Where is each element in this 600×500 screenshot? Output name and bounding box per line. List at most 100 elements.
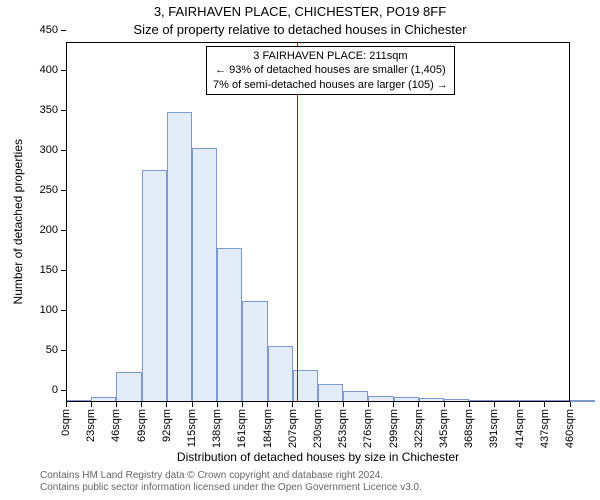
y-tick-label: 250 xyxy=(40,184,58,196)
x-tick-label: 368sqm xyxy=(463,409,475,448)
y-tick-label: 150 xyxy=(40,264,58,276)
x-tick-label: 230sqm xyxy=(312,409,324,448)
x-tick-mark xyxy=(166,402,167,407)
x-tick-mark xyxy=(141,402,142,407)
x-tick-label: 161sqm xyxy=(236,409,248,448)
x-tick: 437sqm xyxy=(539,402,551,448)
x-tick: 322sqm xyxy=(413,402,425,448)
x-tick: 138sqm xyxy=(211,402,223,448)
x-tick-mark xyxy=(544,402,545,407)
x-tick-mark xyxy=(217,402,218,407)
x-tick: 92sqm xyxy=(161,402,173,442)
x-tick: 115sqm xyxy=(186,402,198,447)
x-tick-label: 437sqm xyxy=(539,409,551,448)
x-tick-label: 253sqm xyxy=(337,409,349,448)
x-tick: 276sqm xyxy=(362,402,374,448)
x-tick-mark xyxy=(343,402,344,407)
x-tick-mark xyxy=(494,402,495,407)
x-tick: 299sqm xyxy=(388,402,400,448)
y-axis-label-text: Number of detached properties xyxy=(11,139,25,304)
x-tick: 46sqm xyxy=(110,402,122,442)
x-tick: 0sqm xyxy=(60,402,72,436)
x-tick: 69sqm xyxy=(136,402,148,442)
x-tick-label: 92sqm xyxy=(161,409,173,442)
plot-area: 0501001502002503003504004500sqm23sqm46sq… xyxy=(66,42,570,402)
x-tick-label: 299sqm xyxy=(388,409,400,448)
x-tick-label: 23sqm xyxy=(85,409,97,442)
footer-line-1: Contains HM Land Registry data © Crown c… xyxy=(40,470,422,482)
x-tick-label: 414sqm xyxy=(514,409,526,448)
info-line-2: ← 93% of detached houses are smaller (1,… xyxy=(213,63,448,77)
x-tick-label: 69sqm xyxy=(136,409,148,442)
y-tick-label: 50 xyxy=(46,344,58,356)
x-tick-mark xyxy=(116,402,117,407)
y-axis-label: Number of detached properties xyxy=(10,42,26,402)
chart-container: 3, FAIRHAVEN PLACE, CHICHESTER, PO19 8FF… xyxy=(0,0,600,500)
y-tick-label: 0 xyxy=(52,384,58,396)
x-tick-mark xyxy=(292,402,293,407)
y-tick-label: 100 xyxy=(40,304,58,316)
y-tick: 150 xyxy=(40,264,66,276)
y-tick: 250 xyxy=(40,184,66,196)
y-tick-label: 400 xyxy=(40,64,58,76)
x-tick-label: 207sqm xyxy=(287,409,299,448)
x-tick-label: 276sqm xyxy=(362,409,374,448)
x-tick: 368sqm xyxy=(463,402,475,448)
x-tick-label: 460sqm xyxy=(564,409,576,448)
x-tick-mark xyxy=(393,402,394,407)
y-tick: 100 xyxy=(40,304,66,316)
x-tick-label: 322sqm xyxy=(413,409,425,448)
x-tick: 414sqm xyxy=(514,402,526,448)
x-tick-label: 345sqm xyxy=(438,409,450,448)
x-tick: 460sqm xyxy=(564,402,576,448)
info-line-3: 7% of semi-detached houses are larger (1… xyxy=(213,78,448,92)
y-tick-label: 450 xyxy=(40,24,58,36)
info-line-1: 3 FAIRHAVEN PLACE: 211sqm xyxy=(213,49,448,63)
x-axis-label: Distribution of detached houses by size … xyxy=(66,450,570,464)
x-tick: 184sqm xyxy=(262,402,274,448)
x-tick-mark xyxy=(267,402,268,407)
x-tick: 345sqm xyxy=(438,402,450,448)
x-tick-mark xyxy=(469,402,470,407)
x-tick-mark xyxy=(192,402,193,407)
y-tick: 200 xyxy=(40,224,66,236)
y-tick: 450 xyxy=(40,24,66,36)
title-sub: Size of property relative to detached ho… xyxy=(0,22,600,37)
x-tick-mark xyxy=(418,402,419,407)
plot-border xyxy=(66,42,570,402)
y-tick-label: 350 xyxy=(40,104,58,116)
y-tick: 400 xyxy=(40,64,66,76)
x-tick-mark xyxy=(318,402,319,407)
x-tick: 23sqm xyxy=(85,402,97,442)
x-tick-label: 46sqm xyxy=(110,409,122,442)
x-tick: 253sqm xyxy=(337,402,349,448)
x-tick-mark xyxy=(66,402,67,407)
x-tick-mark xyxy=(519,402,520,407)
x-tick-mark xyxy=(368,402,369,407)
x-tick: 391sqm xyxy=(488,402,500,448)
x-tick-mark xyxy=(444,402,445,407)
footer: Contains HM Land Registry data © Crown c… xyxy=(40,470,422,494)
x-tick-label: 138sqm xyxy=(211,409,223,448)
y-tick: 50 xyxy=(46,344,66,356)
x-tick: 161sqm xyxy=(236,402,248,448)
x-tick-mark xyxy=(570,402,571,407)
footer-line-2: Contains public sector information licen… xyxy=(40,482,422,494)
x-tick-label: 391sqm xyxy=(488,409,500,448)
y-tick-label: 300 xyxy=(40,144,58,156)
x-tick-label: 0sqm xyxy=(60,409,72,436)
title-main: 3, FAIRHAVEN PLACE, CHICHESTER, PO19 8FF xyxy=(0,4,600,19)
histogram-bar xyxy=(570,400,595,402)
info-box: 3 FAIRHAVEN PLACE: 211sqm ← 93% of detac… xyxy=(206,46,455,95)
y-tick: 0 xyxy=(52,384,66,396)
x-tick-mark xyxy=(91,402,92,407)
x-tick: 230sqm xyxy=(312,402,324,448)
y-tick: 300 xyxy=(40,144,66,156)
x-tick-label: 184sqm xyxy=(262,409,274,448)
x-tick-label: 115sqm xyxy=(186,409,198,447)
y-tick-label: 200 xyxy=(40,224,58,236)
y-tick: 350 xyxy=(40,104,66,116)
x-tick: 207sqm xyxy=(287,402,299,448)
x-tick-mark xyxy=(242,402,243,407)
y-tick-mark xyxy=(61,30,66,31)
